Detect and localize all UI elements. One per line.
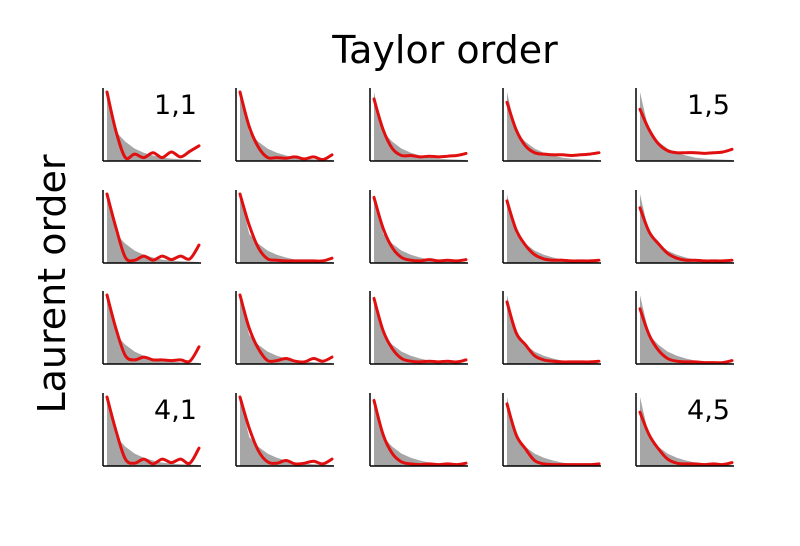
histogram-area [240,194,332,263]
panel-r2-c4 [502,190,601,264]
fit-line [372,195,468,263]
fit-line [238,192,334,263]
panel-r4-c1 [102,393,201,467]
histogram-area [107,92,199,161]
panel-r3-c2 [235,291,334,365]
histogram-area [107,397,199,466]
fit-line [238,90,334,162]
panel-r2-c5 [635,190,734,264]
panel-r3-c4 [502,291,601,365]
fit-line [372,97,468,159]
fit-line [505,199,601,263]
panel-r2-c1 [102,190,201,264]
fit-line [372,296,468,364]
histogram-area [107,194,199,263]
fit-line [638,107,734,155]
histogram-area [240,295,332,364]
panel-label-4-5: 4,5 [687,395,730,426]
panel-r1-c1 [102,88,201,162]
panel-r4-c4 [502,393,601,467]
fit-line [638,410,734,467]
panel-r1-c4 [502,88,601,162]
histogram-area [240,92,332,161]
panel-r3-c1 [102,291,201,365]
histogram-area [640,194,732,263]
histogram-area [240,397,332,466]
histogram-area [640,397,732,466]
fit-line [638,307,734,365]
histogram-area [507,397,599,466]
panel-r1-c5 [635,88,734,162]
x-axis-title: Taylor order [332,28,558,72]
panel-label-1-1: 1,1 [154,90,197,121]
fit-line [505,402,601,467]
histogram-area [107,295,199,364]
panel-r4-c2 [235,393,334,467]
fit-line [105,293,201,364]
histogram-area [374,397,466,466]
fit-line [372,398,468,467]
panel-r2-c3 [369,190,468,264]
histogram-area [640,92,732,161]
histogram-area [507,92,599,161]
histogram-area [640,295,732,364]
fit-line [638,206,734,263]
panel-r2-c2 [235,190,334,264]
panel-label-4-1: 4,1 [154,395,197,426]
histogram-area [507,194,599,263]
fit-line [105,192,201,263]
fit-line [105,90,201,161]
panel-r3-c3 [369,291,468,365]
panel-r1-c3 [369,88,468,162]
fit-line [238,395,334,466]
panel-r3-c5 [635,291,734,365]
panel-label-1-5: 1,5 [687,90,730,121]
histogram-area [374,194,466,263]
histogram-area [374,92,466,161]
panel-r1-c2 [235,88,334,162]
histogram-area [507,295,599,364]
panel-r4-c5 [635,393,734,467]
fit-line [505,300,601,364]
fit-line [505,100,601,157]
histogram-area [374,295,466,364]
fit-line [238,293,334,364]
fit-line [105,395,201,466]
panel-r4-c3 [369,393,468,467]
